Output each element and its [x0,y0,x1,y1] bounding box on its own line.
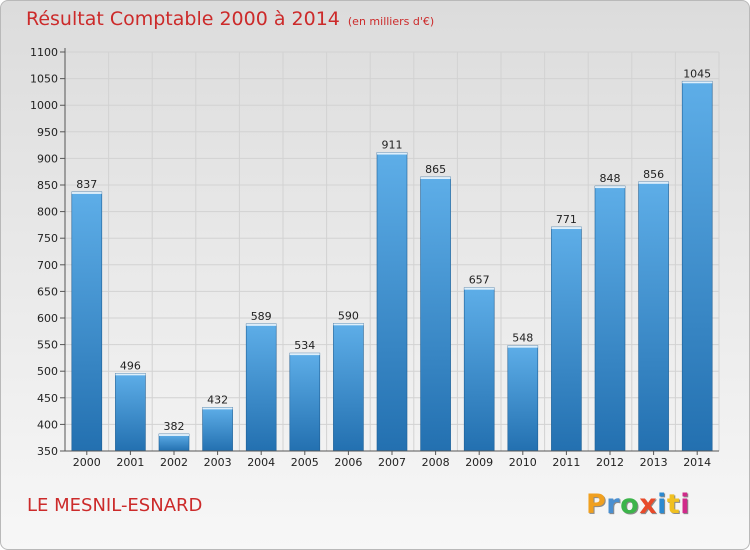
data-label-2011: 771 [556,213,577,226]
y-tick-label: 800 [37,206,58,219]
bar-highlight [333,323,364,326]
data-label-2009: 657 [469,274,490,287]
bar-2007[interactable] [376,152,408,452]
data-label-2008: 865 [425,163,446,176]
x-tick-label: 2007 [378,456,406,469]
data-label-2010: 548 [512,332,533,345]
logo-letter: t [666,489,681,520]
y-tick-label: 1050 [30,73,58,86]
y-tick-label: 1000 [30,99,58,112]
x-tick-label: 2013 [640,456,668,469]
data-label-2012: 848 [600,172,621,185]
y-tick-label: 650 [37,285,58,298]
bar-2004[interactable] [245,323,277,452]
data-label-2000: 837 [76,178,97,191]
bar-2010[interactable] [507,345,539,452]
y-tick-label: 1100 [30,46,58,59]
bar-2002[interactable] [158,433,190,452]
bar-highlight [377,152,407,155]
y-tick-label: 350 [37,445,58,458]
bar-highlight [246,323,277,326]
bar-highlight [71,191,102,194]
y-tick-label: 450 [37,392,58,405]
x-tick-label: 2010 [509,456,537,469]
proxiti-logo[interactable]: Proxiti [586,489,690,520]
bar-highlight [202,407,233,410]
bar-highlight [507,345,538,348]
data-label-2007: 911 [382,139,403,152]
bar-2013[interactable] [638,181,669,452]
x-tick-label: 2000 [73,456,101,469]
labels: 350 400 450 500 550 600 650 700 750 800 850 900 950 1… [30,46,711,469]
bar-2000[interactable] [71,191,103,452]
bar-2008[interactable] [420,176,451,452]
data-label-2001: 496 [120,359,141,372]
logo-letter: x [639,489,658,520]
bar-highlight [115,373,146,376]
bar-highlight [420,177,451,180]
data-label-2013: 856 [643,168,664,181]
data-label-2005: 534 [294,339,315,352]
x-tick-label: 2001 [116,456,144,469]
data-label-2003: 432 [207,393,228,406]
bar-highlight [464,287,495,290]
axes [60,48,719,455]
location-name: LE MESNIL-ESNARD [27,495,203,516]
y-tick-label: 400 [37,418,58,431]
x-tick-label: 2008 [422,456,450,469]
logo-letter: P [586,489,607,520]
x-tick-label: 2012 [596,456,624,469]
bar-highlight [551,227,582,230]
chart-title: Résultat Comptable 2000 à 2014 (en millie… [26,8,434,30]
y-tick-label: 900 [37,152,58,165]
x-tick-label: 2005 [291,456,319,469]
bar-2003[interactable] [202,407,233,452]
logo-letter: i [680,489,691,520]
y-tick-label: 500 [37,365,58,378]
logo-letter: r [606,489,621,520]
bar-highlight [638,181,669,184]
title-text: Résultat Comptable 2000 à 2014 [26,8,340,30]
x-tick-label: 2004 [247,456,275,469]
chart-subtitle: (en milliers d'€) [347,15,435,28]
x-tick-label: 2002 [160,456,188,469]
bar-2005[interactable] [289,352,321,452]
bar-highlight [682,81,713,84]
y-tick-label: 850 [37,179,58,192]
bar-2006[interactable] [333,323,364,452]
bar-2011[interactable] [551,226,582,452]
y-tick-label: 950 [37,126,58,139]
data-label-2002: 382 [164,420,185,433]
x-tick-label: 2009 [465,456,493,469]
x-tick-label: 2014 [683,456,711,469]
data-label-2004: 589 [251,310,272,323]
bar-highlight [289,353,320,356]
y-tick-label: 550 [37,339,58,352]
x-tick-label: 2006 [334,456,362,469]
y-tick-label: 750 [37,232,58,245]
bar-highlight [595,186,625,189]
logo-letter: i [657,489,667,520]
x-tick-label: 2003 [204,456,232,469]
x-tick-label: 2011 [552,456,580,469]
y-tick-label: 700 [37,259,58,272]
logo-letter: o [620,489,640,520]
bar-highlight [159,433,189,436]
bars [71,80,713,452]
bar-2012[interactable] [594,185,626,452]
bar-2001[interactable] [115,373,146,452]
bar-2014[interactable] [681,80,713,452]
bar-2009[interactable] [463,287,495,452]
data-label-2014: 1045 [683,67,711,80]
data-label-2006: 590 [338,309,359,322]
y-tick-label: 600 [37,312,58,325]
